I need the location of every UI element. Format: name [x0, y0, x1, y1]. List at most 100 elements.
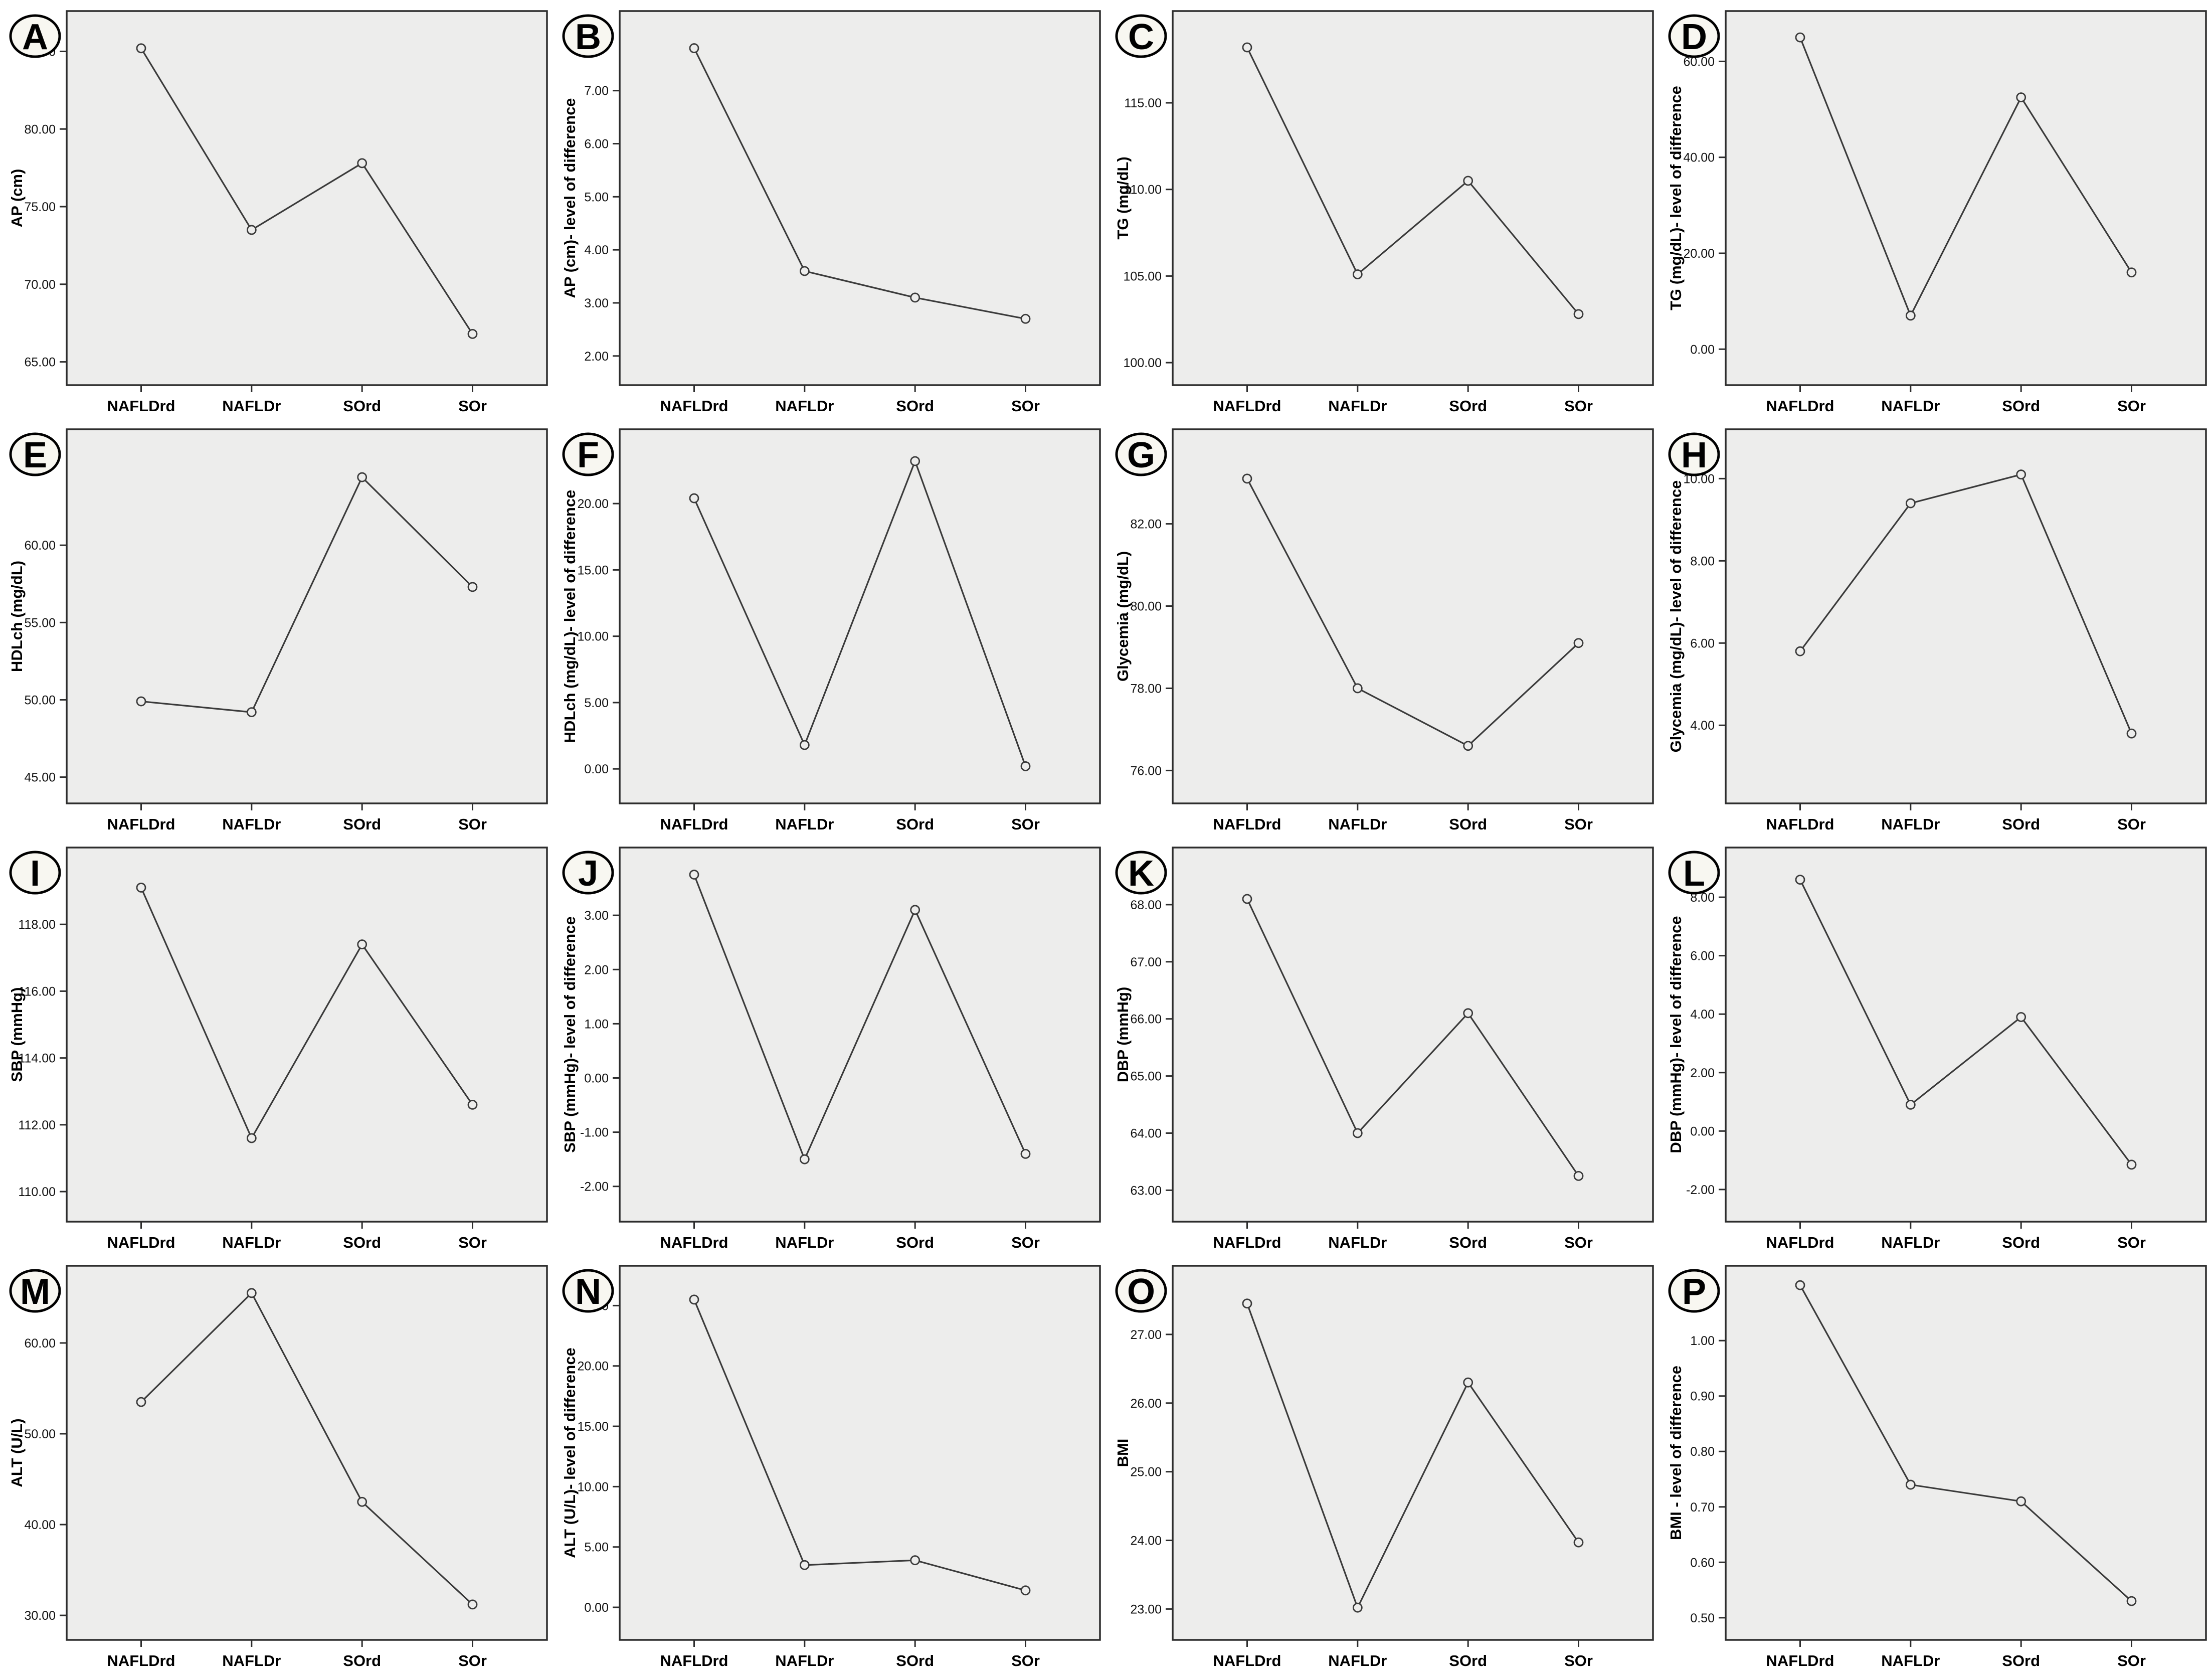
plot-area	[66, 428, 548, 804]
y-tick-label: 3.00	[584, 296, 609, 310]
data-line	[140, 48, 473, 334]
data-point	[246, 225, 257, 235]
x-tick-label: SOrd	[896, 397, 934, 415]
y-tick-label: 50.00	[24, 693, 56, 707]
panel-letter-badge	[1115, 14, 1167, 58]
x-tick-label: NAFLDr	[1881, 397, 1940, 415]
y-axis-title: TG (mg/dL)- level of difference	[1667, 86, 1685, 310]
x-tick-label: NAFLDrd	[1766, 1234, 1834, 1251]
data-point	[799, 1560, 810, 1570]
y-tick-label: 8.00	[1690, 554, 1715, 568]
y-tick-label: -2.00	[580, 1180, 609, 1194]
data-point	[1463, 1377, 1473, 1388]
data-point	[689, 870, 699, 880]
data-point	[1573, 1537, 1584, 1548]
y-axis-title: TG (mg/dL)	[1114, 156, 1132, 239]
y-tick-label: 2.00	[584, 350, 609, 364]
chart-G: 76.00 78.00 80.00 82.00 NAFLDrd NAFLDr SOrd SOr…	[1114, 428, 1654, 833]
panel-letter-badge	[9, 851, 61, 895]
panel-letter: N	[575, 1272, 601, 1312]
data-line	[1799, 37, 2132, 318]
plot-area	[1172, 428, 1654, 804]
plot-area	[1725, 1265, 2207, 1641]
panel-letter-badge	[1115, 1269, 1167, 1313]
panel-A: 65.0070.0075.0080.0085.00NAFLDrdNAFLDrSO…	[0, 0, 553, 418]
y-tick-label: 114.00	[18, 1052, 56, 1066]
y-tick-label: 115.00	[1124, 96, 1162, 110]
x-tick-label: SOrd	[343, 397, 381, 415]
data-point	[357, 472, 367, 482]
y-tick-label: 23.00	[1130, 1602, 1162, 1616]
x-tick-label: NAFLDrd	[660, 815, 728, 833]
y-tick-label: 26.00	[1130, 1397, 1162, 1411]
y-tick-label: 3.00	[584, 909, 609, 923]
plot-area	[1725, 428, 2207, 804]
y-tick-label: 0.00	[584, 1071, 609, 1085]
y-tick-label: 82.00	[1130, 518, 1162, 532]
panel-letter-badge	[9, 432, 61, 476]
x-tick-label: NAFLDrd	[1213, 1234, 1281, 1251]
x-tick-label: NAFLDr	[1881, 1234, 1940, 1251]
x-tick-label: NAFLDr	[1328, 1234, 1387, 1251]
x-tick-label: SOrd	[2002, 1652, 2040, 1669]
panel-letter: C	[1128, 17, 1154, 57]
y-axis-title: DBP (mmHg)- level of difference	[1667, 916, 1685, 1153]
x-tick-label: NAFLDr	[1881, 815, 1940, 833]
data-point	[1352, 1602, 1363, 1613]
y-axis-title: AP (cm)	[8, 169, 26, 228]
panel-letter: E	[23, 435, 47, 475]
panel-C: 100.00 105.00 110.00 115.00 NAFLDrd NAFLDr SOr…	[1106, 0, 1659, 418]
data-point	[1463, 1008, 1473, 1019]
y-tick-label: 0.00	[584, 762, 609, 776]
y-tick-label: 65.00	[24, 356, 56, 370]
y-tick-label: -2.00	[1686, 1183, 1715, 1197]
panel-letter-badge	[562, 14, 614, 58]
x-tick-label: NAFLDrd	[660, 1234, 728, 1251]
y-axis-title: Glycemia (mg/dL)- level of difference	[1667, 480, 1685, 753]
panel-letter: I	[30, 854, 40, 894]
data-point	[2016, 1496, 2026, 1507]
x-tick-label: NAFLDr	[1881, 1652, 1940, 1669]
panel-letter: H	[1681, 435, 1707, 475]
y-tick-label: 78.00	[1130, 682, 1162, 696]
data-point	[136, 1397, 146, 1407]
x-tick-label: NAFLDr	[1328, 1652, 1387, 1669]
plot-area	[1725, 10, 2207, 386]
data-point	[1905, 498, 1916, 509]
panel-letter: F	[577, 435, 599, 475]
x-tick-label: SOr	[1011, 1652, 1040, 1669]
panel-letter: D	[1681, 17, 1707, 57]
data-point	[2126, 1159, 2137, 1170]
x-tick-label: SOrd	[2002, 815, 2040, 833]
x-tick-label: SOr	[1011, 397, 1040, 415]
y-axis-title: SBP (mmHg)	[8, 987, 26, 1082]
y-axis-title: SBP (mmHg)- level of difference	[561, 916, 579, 1152]
data-point	[799, 266, 810, 276]
data-point	[1905, 1099, 1916, 1110]
y-tick-label: 80.00	[24, 122, 56, 136]
data-point	[1795, 875, 1805, 885]
y-tick-label: 4.00	[1690, 1008, 1715, 1022]
y-axis-title: DBP (mmHg)	[1114, 987, 1132, 1083]
x-tick-label: SOr	[1564, 397, 1593, 415]
data-line	[693, 874, 1026, 1161]
x-tick-label: NAFLDr	[775, 397, 834, 415]
x-tick-label: SOr	[1564, 1652, 1593, 1669]
data-point	[1020, 313, 1031, 324]
data-point	[1020, 1585, 1031, 1596]
plot-area	[619, 428, 1101, 804]
data-point	[799, 1154, 810, 1164]
data-point	[1242, 473, 1252, 484]
data-point	[910, 456, 920, 466]
data-point	[1573, 1170, 1584, 1181]
y-tick-label: 116.00	[18, 984, 56, 998]
panel-letter-badge	[9, 1269, 61, 1313]
data-point	[2126, 728, 2137, 739]
data-point	[910, 292, 920, 303]
x-tick-label: SOr	[458, 1234, 487, 1251]
chart-I: 110.00 112.00 114.00 116.00 118.00 NAFLDrd NAF…	[8, 847, 548, 1251]
data-line	[140, 1291, 473, 1605]
data-point	[1242, 1298, 1252, 1309]
panel-D: 0.00 20.00 40.00 60.00 NAFLDrd NAFLDr SOrd SOr T…	[1659, 0, 2212, 418]
